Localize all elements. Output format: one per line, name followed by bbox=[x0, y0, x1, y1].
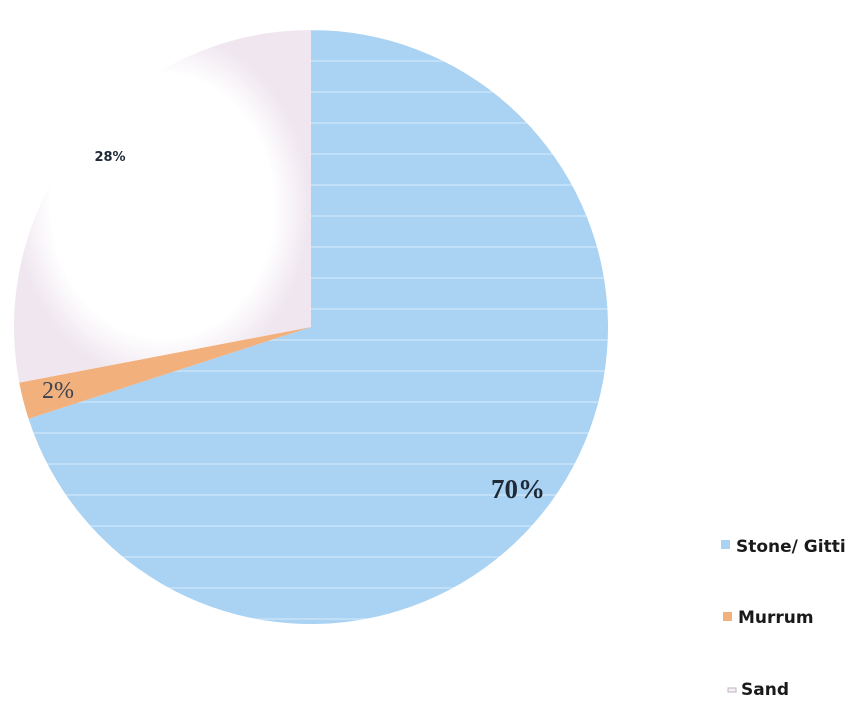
legend-item-sand: Sand bbox=[727, 680, 789, 700]
legend-swatch-stone-gitti bbox=[721, 540, 730, 549]
slice-label-sand: 28% bbox=[94, 150, 125, 165]
pie-stripe-overlay bbox=[28, 30, 609, 624]
legend-label-stone-gitti: Stone/ Gitti bbox=[736, 537, 846, 557]
pie-slice-sand bbox=[13, 30, 311, 383]
legend-label-sand: Sand bbox=[741, 680, 789, 700]
pie-data-labels: 70% 2% 28% bbox=[42, 150, 545, 504]
legend-item-stone-gitti: Stone/ Gitti bbox=[721, 537, 846, 557]
legend-item-murrum: Murrum bbox=[723, 608, 814, 628]
slice-label-stone-gitti: 70% bbox=[491, 474, 545, 504]
legend-label-murrum: Murrum bbox=[738, 608, 814, 628]
pie-slice-murrum bbox=[19, 327, 311, 419]
legend-swatch-murrum bbox=[723, 612, 732, 621]
slice-label-murrum: 2% bbox=[42, 378, 74, 404]
pie-slice-stone-gitti-stripes bbox=[28, 30, 609, 624]
legend-swatch-sand bbox=[727, 687, 737, 693]
legend: Stone/ Gitti Murrum Sand bbox=[721, 537, 846, 700]
